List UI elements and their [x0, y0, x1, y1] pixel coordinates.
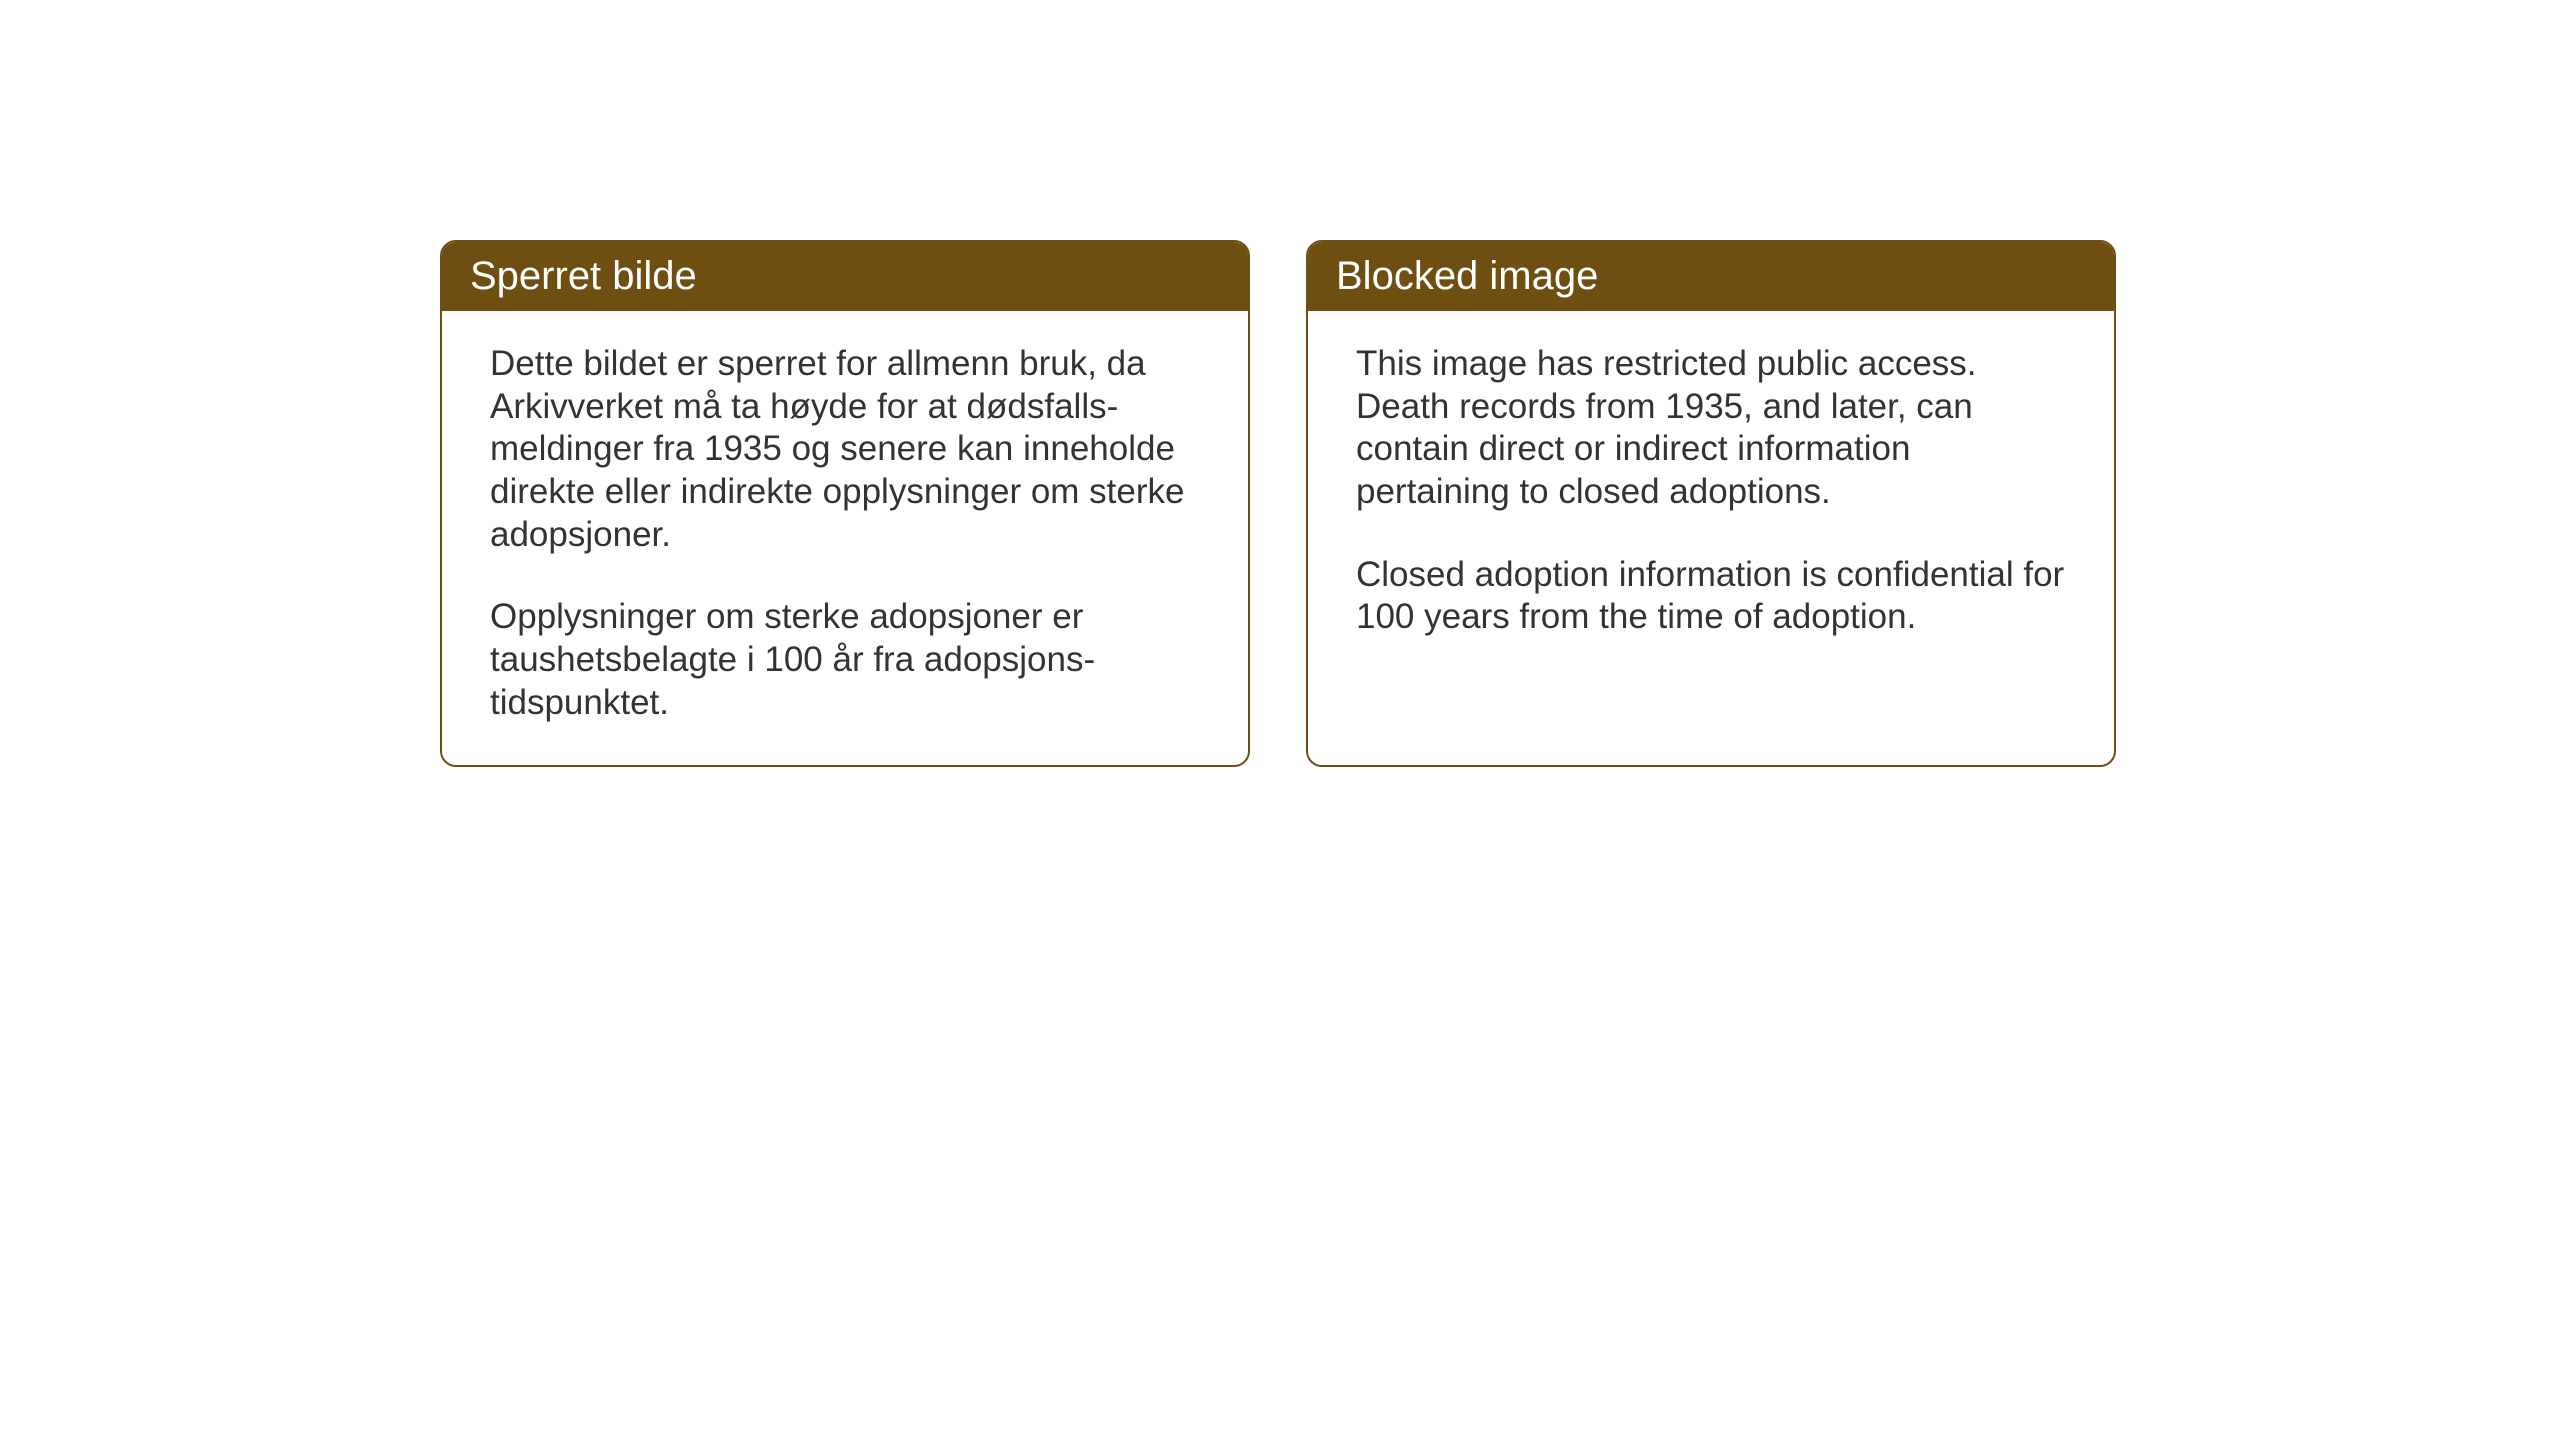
norwegian-paragraph-1: Dette bildet er sperret for allmenn bruk… — [490, 343, 1200, 556]
english-card-title: Blocked image — [1308, 242, 2114, 311]
english-notice-card: Blocked image This image has restricted … — [1306, 240, 2116, 767]
english-card-body: This image has restricted public access.… — [1308, 311, 2114, 679]
norwegian-notice-card: Sperret bilde Dette bildet er sperret fo… — [440, 240, 1250, 767]
norwegian-paragraph-2: Opplysninger om sterke adopsjoner er tau… — [490, 596, 1200, 724]
norwegian-card-title: Sperret bilde — [442, 242, 1248, 311]
english-paragraph-2: Closed adoption information is confident… — [1356, 554, 2066, 639]
english-paragraph-1: This image has restricted public access.… — [1356, 343, 2066, 514]
norwegian-card-body: Dette bildet er sperret for allmenn bruk… — [442, 311, 1248, 765]
notice-container: Sperret bilde Dette bildet er sperret fo… — [440, 240, 2116, 767]
